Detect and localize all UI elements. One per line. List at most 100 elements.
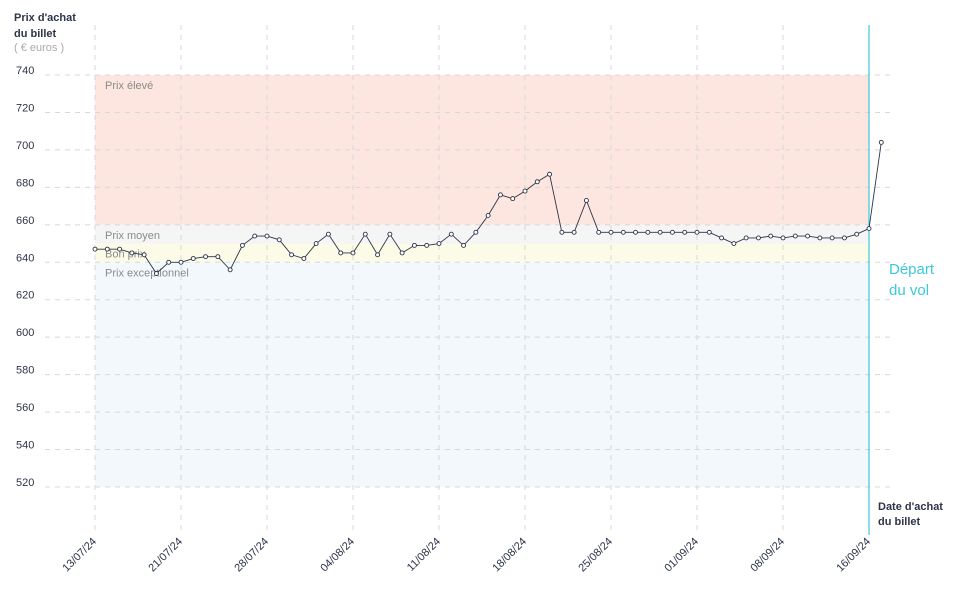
price-point	[682, 229, 688, 235]
price-point	[559, 229, 565, 235]
price-point	[817, 235, 823, 241]
y-tick-label: 520	[16, 477, 34, 489]
y-tick-label: 580	[16, 365, 34, 377]
price-point	[805, 233, 811, 239]
price-point	[755, 235, 761, 241]
y-tick-label: 600	[16, 327, 34, 339]
price-point	[301, 256, 307, 261]
price-point	[436, 241, 442, 246]
y-tick-label: 700	[16, 140, 34, 152]
x-tick-label: 01/09/24	[662, 536, 701, 575]
price-point	[362, 231, 368, 237]
price-point	[620, 229, 626, 235]
price-band	[95, 224, 869, 244]
price-point	[534, 179, 540, 185]
price-point	[719, 235, 725, 241]
price-point	[510, 196, 516, 202]
price-band	[95, 75, 869, 225]
price-point	[313, 241, 319, 246]
price-point	[669, 229, 675, 235]
price-point	[203, 254, 209, 260]
y-tick-label: 540	[16, 440, 34, 452]
price-point	[522, 188, 528, 194]
x-tick-label: 25/08/24	[576, 536, 615, 575]
y-tick-label: 680	[16, 177, 34, 189]
price-point	[92, 246, 98, 252]
price-point	[448, 231, 454, 237]
y-tick-label: 740	[16, 65, 34, 77]
price-point	[252, 233, 258, 239]
price-point	[399, 250, 405, 256]
price-point	[387, 231, 393, 237]
price-point	[129, 250, 135, 256]
departure-label: du vol	[889, 282, 929, 299]
x-tick-label: 11/08/24	[405, 536, 443, 574]
band-label: Prix moyen	[105, 230, 160, 242]
price-point	[792, 233, 798, 239]
price-point	[497, 192, 503, 198]
band-label: Bon prix	[105, 249, 146, 261]
y-tick-label: 560	[16, 402, 34, 414]
x-tick-label: 16/09/24	[834, 536, 873, 575]
price-point	[866, 226, 872, 232]
price-point	[583, 198, 589, 203]
price-point	[190, 256, 196, 261]
x-tick-label: 08/09/24	[748, 536, 787, 575]
price-point	[768, 233, 774, 239]
price-point	[878, 139, 884, 145]
y-tick-label: 720	[16, 102, 34, 114]
price-point	[104, 246, 110, 252]
x-tick-label: 21/07/24	[146, 536, 185, 575]
price-point	[743, 235, 749, 241]
price-point	[829, 235, 835, 241]
price-point	[596, 229, 602, 235]
price-point	[706, 229, 712, 235]
x-tick-label: 18/08/24	[490, 536, 529, 575]
price-point	[645, 229, 651, 235]
price-point	[731, 241, 737, 246]
price-point	[289, 252, 295, 258]
price-point	[485, 213, 491, 218]
price-point	[338, 250, 344, 256]
price-point	[350, 250, 356, 256]
price-point	[461, 242, 467, 248]
y-title: Prix d'achat	[14, 12, 76, 24]
y-title: du billet	[14, 28, 57, 40]
price-point	[694, 229, 700, 235]
x-tick-label: 04/08/24	[318, 536, 357, 575]
price-point	[424, 242, 430, 248]
y-tick-label: 660	[16, 215, 34, 227]
price-point	[571, 229, 577, 235]
y-tick-label: 620	[16, 290, 34, 302]
price-point	[141, 252, 147, 258]
price-point	[264, 233, 270, 239]
departure-label: Départ	[889, 261, 935, 278]
y-unit: ( € euros )	[14, 42, 64, 54]
price-point	[633, 229, 639, 235]
price-point	[375, 252, 381, 258]
price-band	[95, 262, 869, 487]
price-point	[178, 259, 184, 265]
price-point	[841, 235, 847, 241]
price-point	[547, 171, 553, 177]
price-point	[657, 229, 663, 235]
y-tick-label: 640	[16, 252, 34, 264]
price-point	[276, 237, 282, 243]
price-point	[117, 246, 123, 252]
price-point	[227, 267, 233, 273]
x-tick-label: 28/07/24	[232, 536, 271, 575]
price-point	[325, 231, 331, 237]
band-label: Prix exceptionnel	[105, 267, 189, 279]
price-band	[95, 243, 869, 263]
price-point	[153, 271, 159, 276]
band-label: Prix élevé	[105, 80, 153, 92]
price-point	[215, 254, 221, 260]
x-title: Date d'achat	[878, 501, 943, 513]
price-point	[239, 242, 245, 248]
x-title: du billet	[878, 516, 921, 528]
price-point	[854, 231, 860, 237]
price-point	[411, 242, 417, 248]
price-point	[473, 229, 479, 235]
price-point	[780, 235, 786, 241]
